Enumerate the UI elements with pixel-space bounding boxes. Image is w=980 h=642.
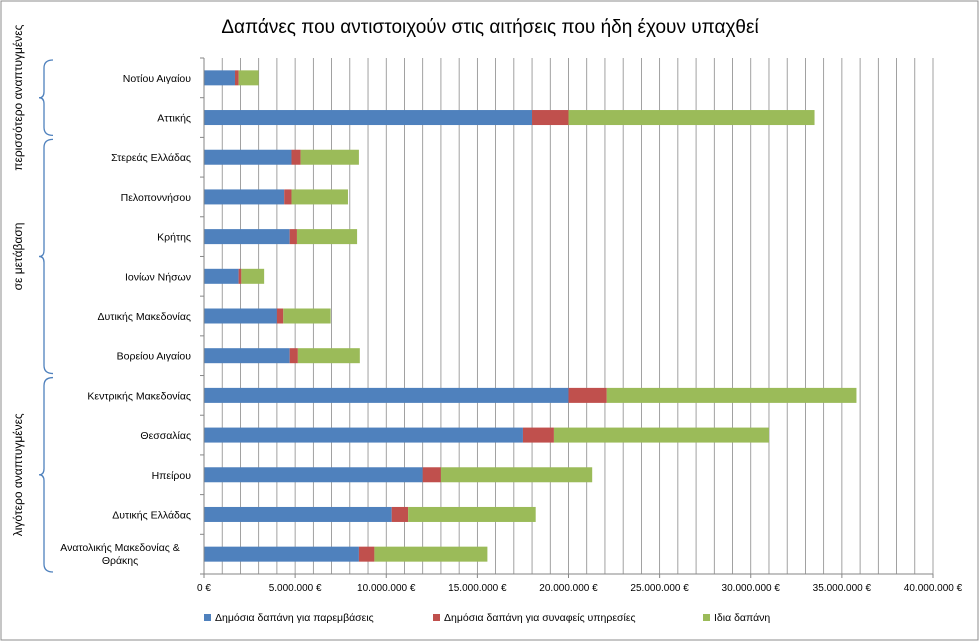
bar-segment-series-1 bbox=[234, 70, 239, 86]
x-tick-label: 20.000.000 € bbox=[539, 583, 598, 594]
bar-segment-series-2 bbox=[300, 149, 359, 165]
x-tick-label: 35.000.000 € bbox=[813, 583, 872, 594]
category-label: Κεντρικής Μακεδονίας bbox=[87, 390, 191, 402]
bar-segment-series-2 bbox=[296, 229, 358, 245]
x-tick-label: 40.000.000 € bbox=[904, 583, 963, 594]
bar-segment-series-0 bbox=[204, 229, 290, 245]
bar-segment-series-2 bbox=[568, 110, 815, 126]
x-tick-label: 25.000.000 € bbox=[630, 583, 689, 594]
bar-segment-series-0 bbox=[204, 308, 277, 324]
bar-segment-series-2 bbox=[238, 70, 259, 86]
bar-segment-series-1 bbox=[289, 348, 298, 364]
axes: 0 € 5.000.000 € 10.000.000 € 15.000.000 € 20… bbox=[197, 57, 963, 594]
bar-segment-series-1 bbox=[391, 506, 409, 522]
bar-segment-series-2 bbox=[291, 189, 348, 205]
legend-label: Δημόσια δαπάνη για παρεμβάσεις bbox=[215, 612, 374, 624]
category-label: Κρήτης bbox=[157, 232, 191, 244]
bar-segment-series-1 bbox=[422, 467, 441, 483]
bar-segment-series-1 bbox=[289, 229, 297, 245]
x-tick-label: 30.000.000 € bbox=[722, 583, 781, 594]
bar-segment-series-1 bbox=[276, 308, 284, 324]
group-bracket bbox=[38, 138, 54, 375]
category-label: Ιονίων Νήσων bbox=[125, 271, 191, 283]
category-label: Ηπείρου bbox=[152, 470, 192, 482]
legend-swatch bbox=[204, 614, 211, 621]
group-label: περισσότερο αναπτυγμένες bbox=[11, 24, 25, 170]
legend-swatch bbox=[433, 614, 440, 621]
x-tick-label: 5.000.000 € bbox=[269, 583, 322, 594]
bar-segment-series-2 bbox=[283, 308, 331, 324]
group-bracket bbox=[38, 59, 54, 137]
bar-segment-series-0 bbox=[204, 268, 239, 284]
bar-segment-series-2 bbox=[606, 387, 857, 403]
bar-segment-series-1 bbox=[358, 546, 375, 562]
category-label: Ανατολικής Μακεδονίας & Θράκης bbox=[60, 542, 180, 567]
bar-segment-series-1 bbox=[522, 427, 554, 443]
category-label: Πελοποννήσου bbox=[121, 192, 192, 204]
category-label: Βορείου Αιγαίου bbox=[117, 351, 192, 363]
group-label: σε μετάβαση bbox=[11, 223, 25, 291]
bar-segment-series-1 bbox=[568, 387, 607, 403]
category-label: Θεσσαλίας bbox=[140, 430, 191, 442]
category-label: Στερεάς Ελλάδας bbox=[111, 152, 191, 164]
group-bracket bbox=[38, 376, 54, 573]
bar-segment-series-0 bbox=[204, 467, 423, 483]
x-tick-label: 10.000.000 € bbox=[357, 583, 416, 594]
bar-segment-series-0 bbox=[204, 546, 359, 562]
bar-segment-series-0 bbox=[204, 387, 569, 403]
bar-segment-series-2 bbox=[297, 348, 360, 364]
legend-swatch bbox=[703, 614, 710, 621]
bar-segment-series-1 bbox=[532, 110, 569, 126]
bar-segment-series-1 bbox=[284, 189, 292, 205]
bar-segment-series-1 bbox=[238, 268, 242, 284]
bar-segment-series-0 bbox=[204, 506, 392, 522]
group-label: λιγότερο αναπτυγμένες bbox=[11, 413, 25, 536]
chart-title: Δαπάνες που αντιστοιχούν στις αιτήσεις π… bbox=[221, 17, 759, 38]
legend-label: Δημόσια δαπάνη για συναφείς υπηρεσίες bbox=[444, 612, 636, 624]
gridlines bbox=[221, 58, 934, 574]
bar-segment-series-2 bbox=[553, 427, 769, 443]
category-label: Δυτικής Ελλάδας bbox=[112, 509, 191, 521]
legend-label: Ιδια δαπάνη bbox=[714, 612, 770, 624]
bar-segment-series-2 bbox=[241, 268, 265, 284]
bars bbox=[204, 70, 857, 562]
bar-segment-series-2 bbox=[408, 506, 536, 522]
bar-segment-series-0 bbox=[204, 348, 290, 364]
bar-segment-series-1 bbox=[291, 149, 301, 165]
x-tick-label: 15.000.000 € bbox=[448, 583, 507, 594]
category-label: Δυτικής Μακεδονίας bbox=[98, 311, 191, 323]
bar-segment-series-0 bbox=[204, 149, 292, 165]
category-label: Νοτίου Αιγαίου bbox=[123, 73, 192, 85]
category-label: Αττικής bbox=[157, 113, 191, 125]
bar-segment-series-0 bbox=[204, 110, 533, 126]
legend: Δημόσια δαπάνη για παρεμβάσεις Δημόσια δα… bbox=[204, 612, 770, 624]
bar-segment-series-0 bbox=[204, 70, 235, 86]
bar-segment-series-0 bbox=[204, 427, 523, 443]
category-labels: Νοτίου Αιγαίου Αττικής Στερεάς Ελλάδας Πελο… bbox=[60, 73, 191, 567]
bar-segment-series-2 bbox=[374, 546, 488, 562]
group-brackets: περισσότερο αναπτυγμένες σε μετάβαση λιγότ… bbox=[11, 24, 54, 573]
x-tick-label: 0 € bbox=[197, 583, 211, 594]
bar-segment-series-0 bbox=[204, 189, 285, 205]
bar-segment-series-2 bbox=[440, 467, 593, 483]
